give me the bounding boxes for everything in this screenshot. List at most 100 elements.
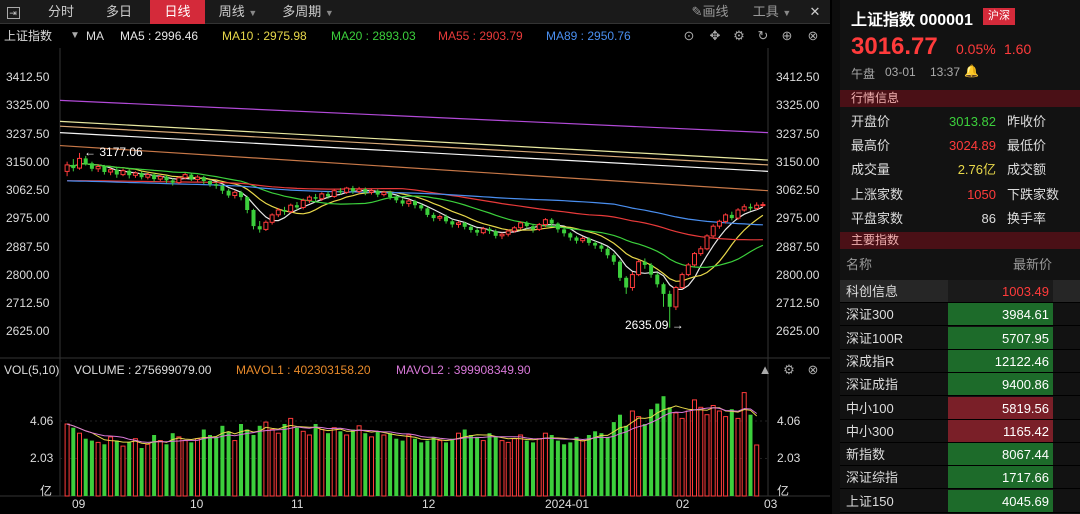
index-row[interactable]: 深证300 3984.61 <box>840 303 1080 327</box>
close-icon[interactable]: ✕ <box>809 4 821 19</box>
draw-line-button[interactable]: ✎画线 <box>686 0 734 24</box>
volume-bar <box>480 440 486 497</box>
volume-bar <box>593 431 598 496</box>
quote-row-value: 2.76亿 <box>957 162 996 177</box>
tools-button[interactable]: 工具 ▼ <box>746 0 798 24</box>
tab-multi-day[interactable]: 多日 <box>105 4 132 19</box>
chevron-down-circle-icon[interactable]: ⊙ <box>683 28 695 43</box>
volume-bar <box>710 405 716 497</box>
volume-bar <box>127 442 132 496</box>
low-annotation-value: 2635.09 <box>625 318 669 332</box>
chevron-down-icon[interactable]: ▼ <box>248 8 258 18</box>
volume-bar <box>294 427 299 496</box>
last-price: 3016.77 <box>851 33 938 60</box>
market-badge[interactable]: 沪深 <box>983 8 1015 25</box>
candle-body <box>388 192 393 198</box>
x-tick: 02 <box>676 497 690 511</box>
add-icon[interactable]: ⊕ <box>781 28 793 43</box>
candle-body <box>716 220 722 227</box>
index-row[interactable]: 深证成指 9400.86 <box>840 373 1080 397</box>
index-row[interactable]: 中小100 5819.56 <box>840 396 1080 420</box>
volume-bar <box>642 424 647 496</box>
close-icon[interactable]: ⊗ <box>807 28 819 43</box>
candle-body <box>263 221 269 230</box>
candle-body <box>661 284 666 294</box>
volume-bar <box>505 441 511 497</box>
tab-multi-period[interactable]: 多周期 ▼ <box>272 0 344 24</box>
refresh-icon[interactable]: ↻ <box>757 28 769 43</box>
volume-bar <box>431 436 436 496</box>
volume-bar <box>536 438 542 497</box>
index-name: 深证300 <box>846 307 894 323</box>
candle-body <box>531 226 535 230</box>
expand-icon[interactable]: ⇥ <box>2 0 24 24</box>
candle-body <box>95 166 101 170</box>
volume-bar <box>182 440 188 497</box>
index-row[interactable]: 深证100R 5707.95 <box>840 326 1080 350</box>
volume-bar <box>679 417 685 497</box>
volume-bar <box>655 403 660 496</box>
volume-bar <box>475 436 480 496</box>
close-icon[interactable]: ⊗ <box>807 362 819 377</box>
volume-bar <box>257 425 262 496</box>
quote-title: 上证指数 000001 <box>851 12 973 29</box>
x-tick: 2024-01 <box>545 497 590 511</box>
volume-bar <box>208 435 212 496</box>
volume-bar <box>157 440 163 497</box>
volume-axis-right-label: 4.06 <box>777 414 801 428</box>
volume-bar <box>102 444 107 496</box>
chevron-up-icon[interactable]: ▲ <box>758 362 772 377</box>
candle-body <box>450 221 455 225</box>
index-row[interactable]: 科创信息 1003.49 <box>840 280 1080 303</box>
candle-body <box>369 190 374 193</box>
volume-bar <box>456 432 461 497</box>
gear-icon[interactable]: ⚙ <box>733 28 745 43</box>
period-toolbar: ⇥ 分时 多日 日线 周线 ▼ 多周期 ▼ ✎画线 工具 ▼ ✕ <box>0 0 830 24</box>
volume-bar <box>71 427 76 496</box>
volume-bar <box>542 432 548 497</box>
index-row[interactable]: 深成指R 12122.46 <box>840 349 1080 373</box>
volume-bar <box>77 432 82 497</box>
candle-body <box>201 177 206 181</box>
tab-weekly-label: 周线 <box>218 4 245 19</box>
index-name: 中小100 <box>846 400 894 416</box>
volume-bar <box>263 421 269 497</box>
index-value: 5819.56 <box>948 396 1053 419</box>
chevron-down-icon[interactable]: ▼ <box>324 8 334 18</box>
long-ma-line <box>59 120 769 161</box>
price-tick: 3062.50 <box>776 183 820 197</box>
candle-body <box>475 230 480 233</box>
panel-divider[interactable] <box>832 0 840 514</box>
ma-line-ma10 <box>66 163 764 282</box>
index-row[interactable]: 深证综指 1717.66 <box>840 466 1080 490</box>
bell-icon[interactable]: 🔔 <box>964 64 979 78</box>
candlestick-chart[interactable] <box>0 0 830 514</box>
candle-body <box>381 191 387 196</box>
volume-bar <box>574 436 579 496</box>
candle-body <box>679 274 685 289</box>
candle-body <box>220 185 225 191</box>
candle-body <box>462 222 467 227</box>
tab-weekly[interactable]: 周线 ▼ <box>210 0 266 24</box>
index-row[interactable]: 中小300 1165.42 <box>840 419 1080 443</box>
index-header-name[interactable]: 名称 <box>846 257 873 272</box>
volume-bar <box>549 435 554 496</box>
move-icon[interactable]: ✥ <box>709 28 721 43</box>
tab-daily[interactable]: 日线 <box>150 0 205 24</box>
candle-body <box>208 181 212 185</box>
ma55-value: MA55 : 2903.79 <box>438 29 523 43</box>
index-row[interactable]: 新指数 8067.44 <box>840 443 1080 467</box>
volume-bar <box>748 414 753 496</box>
tab-intraday[interactable]: 分时 <box>47 4 74 19</box>
candle-body <box>456 222 461 225</box>
index-row[interactable]: 上证150 4045.69 <box>840 489 1080 513</box>
price-tick: 3412.50 <box>776 70 820 84</box>
chevron-down-icon[interactable]: ▼ <box>70 30 80 41</box>
candle-body <box>431 214 436 219</box>
volume-unit-right: 亿 <box>777 484 790 498</box>
price-axis-left: 3412.50 3325.00 3237.50 3150.00 3062.50 2975.… <box>0 48 60 348</box>
index-value: 1003.49 <box>948 280 1053 302</box>
volume-bar <box>369 436 374 497</box>
gear-icon[interactable]: ⚙ <box>783 362 795 377</box>
index-header-latest[interactable]: 最新价 <box>1012 257 1052 272</box>
